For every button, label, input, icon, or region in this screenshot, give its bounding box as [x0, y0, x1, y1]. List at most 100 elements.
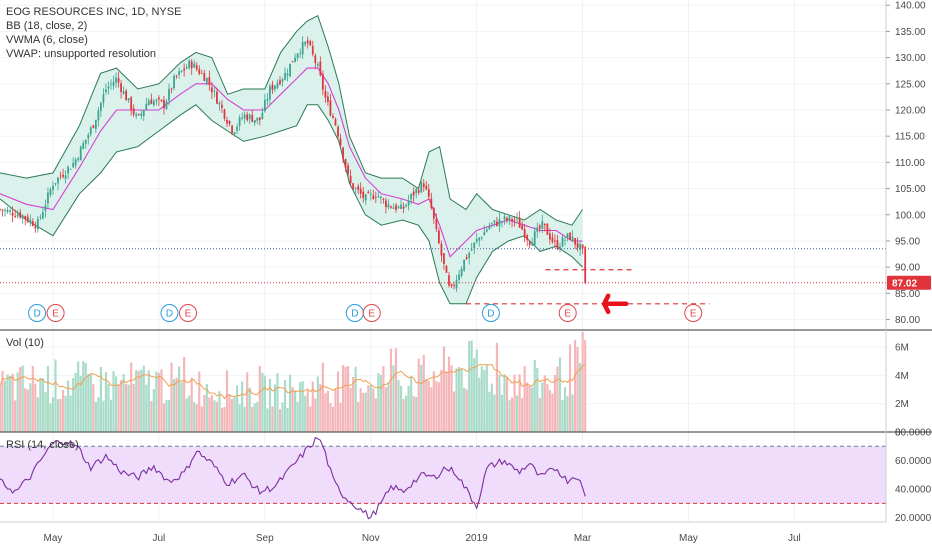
volume-bar[interactable]: [142, 365, 145, 432]
volume-bar[interactable]: [490, 383, 493, 432]
volume-bar[interactable]: [407, 385, 410, 432]
volume-bar[interactable]: [208, 397, 211, 432]
volume-bar[interactable]: [59, 398, 62, 432]
candle-body[interactable]: [400, 204, 402, 209]
volume-bar[interactable]: [127, 384, 130, 432]
volume-bar[interactable]: [238, 404, 241, 432]
volume-bar[interactable]: [203, 394, 206, 432]
dividend-marker-circle[interactable]: [481, 304, 500, 322]
earnings-marker-circle[interactable]: [558, 304, 577, 322]
volume-bar[interactable]: [546, 383, 549, 432]
volume-bar[interactable]: [531, 387, 534, 432]
candle-body[interactable]: [281, 79, 284, 82]
volume-bar[interactable]: [352, 377, 355, 432]
candle-body[interactable]: [125, 90, 128, 101]
volume-bar[interactable]: [427, 380, 430, 432]
candle-body[interactable]: [327, 96, 329, 102]
candle-body[interactable]: [478, 237, 481, 241]
volume-bar[interactable]: [440, 369, 443, 432]
candle-body[interactable]: [276, 82, 279, 88]
volume-bar[interactable]: [160, 369, 163, 432]
candle-body[interactable]: [74, 159, 77, 166]
candle-body[interactable]: [246, 114, 249, 121]
volume-bar[interactable]: [230, 398, 234, 432]
volume-bar[interactable]: [347, 366, 350, 432]
candle-body[interactable]: [200, 72, 203, 74]
volume-bar[interactable]: [107, 383, 110, 432]
rsi-pane[interactable]: [0, 436, 886, 520]
volume-bar[interactable]: [367, 385, 370, 432]
candle-body[interactable]: [1, 209, 4, 211]
volume-bar[interactable]: [311, 381, 314, 432]
candle-body[interactable]: [291, 61, 294, 63]
volume-bar[interactable]: [344, 366, 347, 432]
candle-body[interactable]: [54, 183, 57, 184]
candle-body[interactable]: [299, 53, 302, 55]
candle-body[interactable]: [84, 139, 87, 144]
candle-body[interactable]: [334, 119, 337, 126]
candle-body[interactable]: [581, 244, 584, 249]
candle-body[interactable]: [226, 119, 228, 124]
volume-bar[interactable]: [341, 365, 345, 432]
volume-bar[interactable]: [410, 376, 413, 432]
candle-body[interactable]: [503, 216, 506, 220]
candle-body[interactable]: [485, 229, 488, 232]
candle-body[interactable]: [379, 196, 382, 199]
candle-body[interactable]: [569, 232, 571, 240]
candle-body[interactable]: [263, 100, 266, 112]
candle-body[interactable]: [422, 183, 425, 188]
candle-body[interactable]: [304, 41, 307, 45]
volume-bar[interactable]: [266, 408, 269, 432]
volume-bar[interactable]: [14, 400, 17, 432]
volume-bar[interactable]: [9, 375, 12, 432]
dividend-marker-circle[interactable]: [28, 304, 47, 322]
candle-body[interactable]: [309, 41, 312, 46]
candle-body[interactable]: [175, 75, 178, 77]
volume-bar[interactable]: [503, 374, 506, 432]
volume-bar[interactable]: [521, 398, 524, 432]
volume-bar[interactable]: [233, 397, 236, 432]
volume-bar[interactable]: [296, 401, 299, 432]
candle-body[interactable]: [407, 200, 410, 206]
candle-body[interactable]: [238, 117, 241, 126]
volume-bar[interactable]: [94, 401, 97, 432]
candle-body[interactable]: [556, 240, 559, 249]
volume-bar[interactable]: [372, 388, 375, 432]
volume-bar[interactable]: [0, 386, 2, 432]
volume-bar[interactable]: [26, 389, 29, 432]
volume-bar[interactable]: [505, 377, 509, 432]
volume-bar[interactable]: [452, 391, 456, 432]
candle-body[interactable]: [26, 216, 29, 222]
volume-bar[interactable]: [437, 382, 440, 432]
earnings-marker-7[interactable]: E: [558, 304, 577, 322]
candle-body[interactable]: [480, 237, 483, 239]
volume-bar[interactable]: [483, 369, 486, 432]
candle-body[interactable]: [390, 206, 392, 208]
volume-bar[interactable]: [200, 406, 203, 432]
candle-body[interactable]: [296, 53, 299, 58]
volume-bar[interactable]: [157, 372, 160, 432]
candle-body[interactable]: [342, 147, 344, 160]
volume-bar[interactable]: [470, 340, 473, 432]
candle-body[interactable]: [417, 189, 420, 193]
volume-bar[interactable]: [225, 370, 229, 432]
volume-bar[interactable]: [435, 381, 438, 432]
candle-body[interactable]: [130, 97, 133, 111]
candle-body[interactable]: [443, 253, 445, 265]
candle-body[interactable]: [324, 90, 327, 98]
candle-body[interactable]: [546, 223, 549, 235]
volume-bar[interactable]: [475, 349, 478, 432]
candle-body[interactable]: [584, 247, 587, 283]
volume-bar[interactable]: [195, 404, 198, 432]
candle-body[interactable]: [14, 215, 17, 217]
volume-bar[interactable]: [495, 342, 498, 432]
candle-body[interactable]: [465, 257, 468, 259]
volume-bar[interactable]: [309, 406, 312, 432]
volume-bar[interactable]: [566, 396, 569, 432]
candle-body[interactable]: [460, 268, 463, 276]
candle-body[interactable]: [392, 207, 395, 209]
candle-body[interactable]: [531, 242, 534, 246]
candle-body[interactable]: [183, 68, 186, 71]
volume-bar[interactable]: [44, 392, 47, 432]
